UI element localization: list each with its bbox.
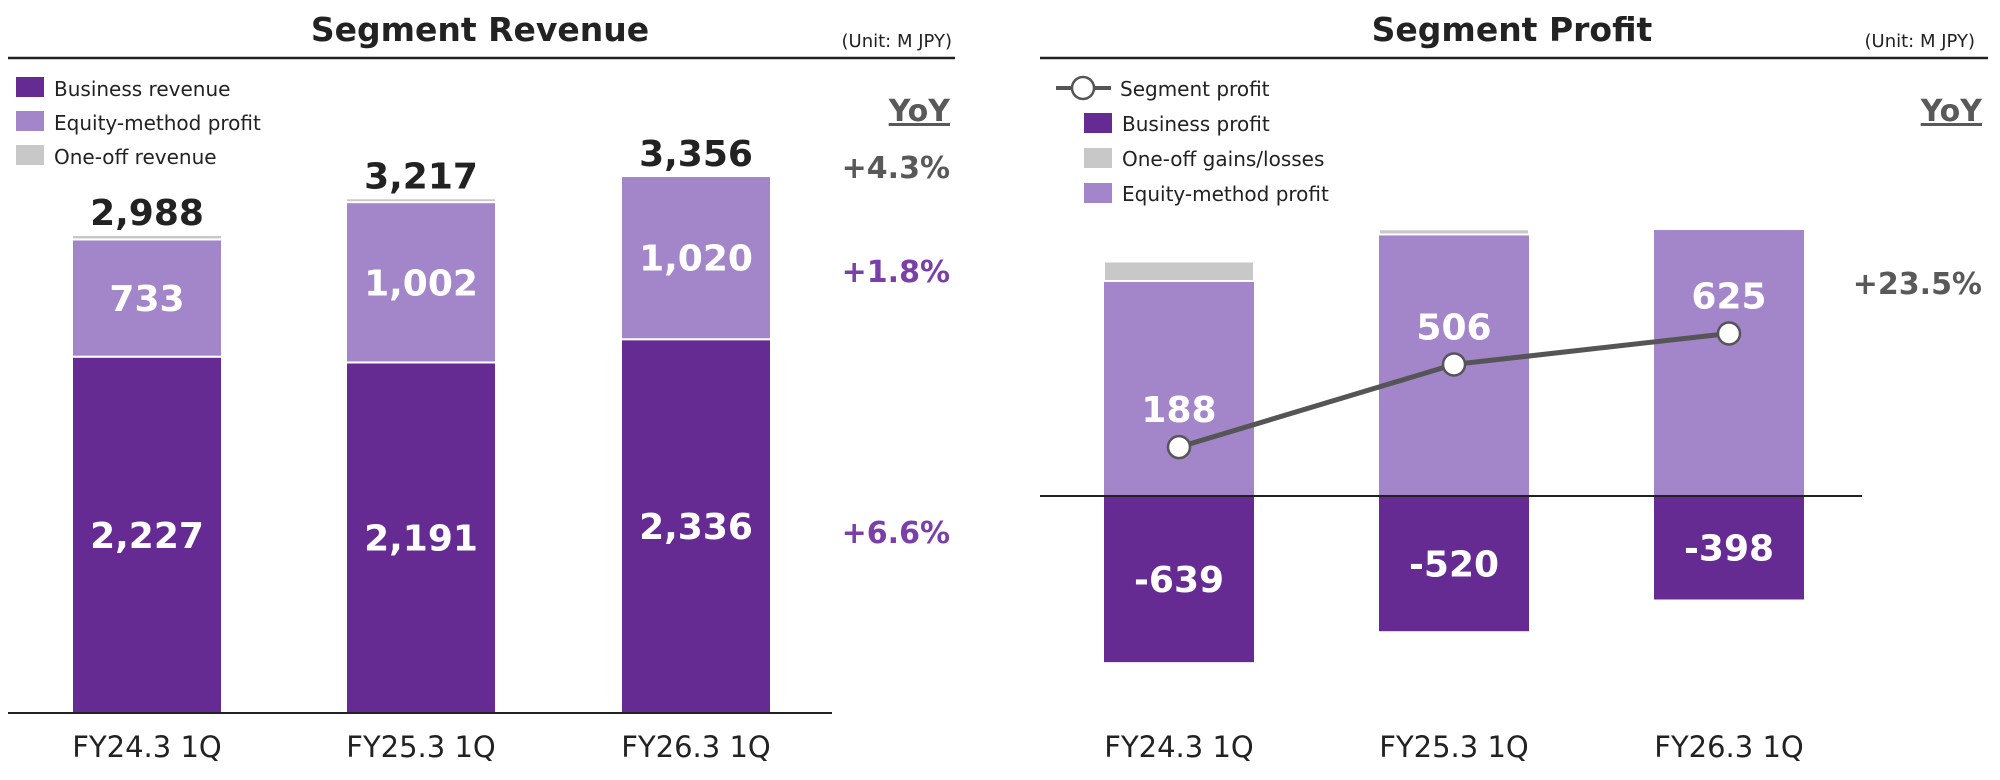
revenue-category-label: FY26.3 1Q — [621, 730, 770, 764]
profit-bar-oneoff — [1378, 228, 1530, 236]
revenue-bar-value-label: 1,020 — [639, 239, 753, 280]
revenue-total-label: 2,988 — [90, 193, 204, 234]
revenue-legend: Business revenue Equity-method profit On… — [16, 77, 261, 169]
profit-yoy-header: YoY — [1920, 94, 1984, 129]
profit-bar-equity — [1654, 230, 1804, 496]
profit-business-value-label: -520 — [1409, 545, 1499, 586]
legend-label-business-revenue: Business revenue — [54, 77, 230, 101]
profit-business-value-label: -639 — [1134, 560, 1224, 601]
revenue-category-label: FY24.3 1Q — [72, 730, 221, 764]
profit-unit: (Unit: M JPY) — [1865, 31, 1976, 52]
segment-profit-value-label: 188 — [1141, 390, 1216, 431]
profit-bar-business — [1104, 496, 1254, 663]
revenue-bar-value-label: 1,002 — [364, 263, 478, 304]
revenue-bar-oneoff — [71, 233, 223, 241]
profit-title: Segment Profit — [1372, 10, 1653, 49]
revenue-bar-value-label: 2,191 — [364, 519, 478, 560]
profit-bar-oneoff — [1103, 260, 1255, 282]
legend-marker-segment-profit — [1070, 75, 1096, 101]
revenue-chart: Segment Revenue (Unit: M JPY) Business r… — [8, 10, 955, 764]
legend-label-one-off-revenue: One-off revenue — [54, 145, 217, 169]
revenue-total-label: 3,217 — [364, 156, 478, 197]
legend-label-equity-method-profit: Equity-method profit — [1122, 182, 1329, 206]
revenue-yoy-total: +4.3% — [842, 151, 950, 186]
revenue-bar-business — [620, 338, 772, 714]
legend-label-segment-profit: Segment profit — [1120, 77, 1270, 101]
segment-profit-value-label: 506 — [1416, 307, 1491, 348]
revenue-bar-value-label: 2,227 — [90, 516, 204, 557]
legend-label-one-off-gains-losses: One-off gains/losses — [1122, 147, 1324, 171]
revenue-total-label: 3,356 — [639, 134, 753, 175]
legend-swatch-one-off-gains-losses — [1084, 148, 1112, 168]
profit-chart: Segment Profit (Unit: M JPY) Segment pro… — [1040, 10, 1988, 764]
revenue-unit: (Unit: M JPY) — [842, 31, 953, 52]
legend-swatch-equity-method-profit — [16, 111, 44, 131]
legend-swatch-equity-method-profit — [1084, 183, 1112, 203]
profit-yoy-segment: +23.5% — [1853, 267, 1982, 302]
revenue-bar-value-label: 733 — [109, 279, 184, 320]
revenue-yoy-header: YoY — [888, 94, 952, 129]
revenue-bar-value-label: 2,336 — [639, 507, 753, 548]
revenue-bar-equity — [620, 175, 772, 341]
profit-legend: Segment profit Business profit One-off g… — [1056, 75, 1329, 206]
revenue-yoy-business: +6.6% — [842, 516, 950, 551]
profit-category-label: FY24.3 1Q — [1104, 730, 1253, 764]
profit-bars: -639 -520 -398 188 506 625 — [1103, 228, 1804, 663]
profit-bar-business — [1379, 496, 1529, 632]
segment-profit-point — [1441, 352, 1467, 377]
revenue-bar-oneoff — [345, 197, 497, 204]
revenue-bar-equity — [71, 238, 223, 358]
profit-category-label: FY26.3 1Q — [1654, 730, 1803, 764]
revenue-category-label: FY25.3 1Q — [346, 730, 495, 764]
legend-label-business-profit: Business profit — [1122, 112, 1270, 136]
profit-bar-business — [1654, 496, 1804, 600]
revenue-yoy-equity: +1.8% — [842, 255, 950, 290]
segment-profit-value-label: 625 — [1691, 277, 1766, 318]
segment-profit-point — [1716, 321, 1742, 346]
legend-swatch-one-off-revenue — [16, 145, 44, 165]
legend-label-equity-method-profit: Equity-method profit — [54, 111, 261, 135]
segment-profit-point — [1166, 434, 1192, 460]
profit-category-label: FY25.3 1Q — [1379, 730, 1528, 764]
profit-bar-equity — [1104, 280, 1254, 496]
revenue-bars: 2,227 733 2,988 2,191 1,002 3,217 2,336 1,020 3,… — [71, 134, 772, 714]
revenue-title: Segment Revenue — [311, 10, 649, 49]
legend-swatch-business-revenue — [16, 77, 44, 97]
legend-swatch-business-profit — [1084, 113, 1112, 133]
profit-business-value-label: -398 — [1684, 529, 1774, 570]
revenue-bar-equity — [345, 201, 497, 364]
